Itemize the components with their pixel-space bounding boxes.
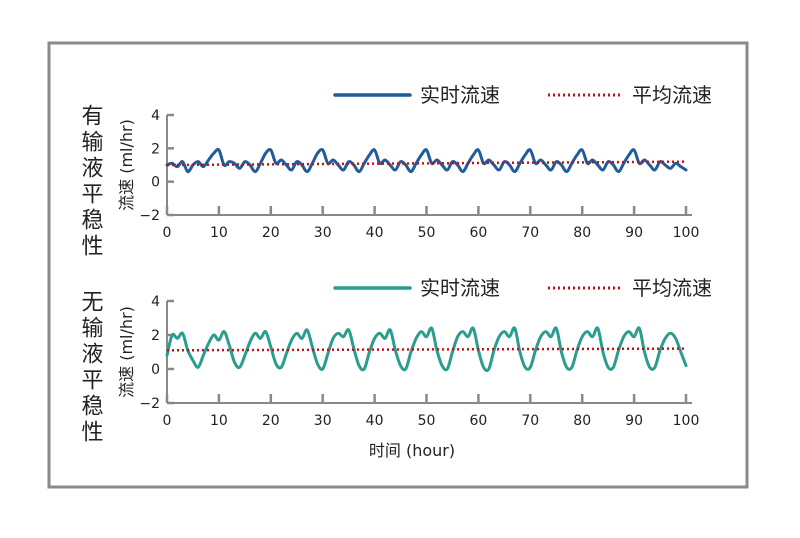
- y-tick-label-top: 2: [151, 141, 160, 157]
- x-tick-label-bottom: 60: [469, 413, 487, 429]
- legend-top: 实时流速 平均流速: [333, 83, 712, 107]
- x-tick-label-bottom: 0: [163, 413, 172, 429]
- y-tick-label-bottom: 0: [151, 362, 160, 378]
- series-realtime-line-bottom: [165, 326, 688, 372]
- x-tick-label-bottom: 80: [573, 413, 591, 429]
- x-tick-label-top: 20: [262, 225, 280, 241]
- panel-bottom: 无输液平稳性 流速 (ml/hr) 实时流速 平均流速 0 10 20 30 40 50 6…: [78, 276, 713, 460]
- legend-bottom: 实时流速 平均流速: [333, 276, 712, 300]
- x-tick-label-bottom: 90: [625, 413, 643, 429]
- x-tick-label-top: 40: [366, 225, 384, 241]
- y-tick-label-top: 0: [151, 175, 160, 191]
- y-tick-label-bottom: −2: [139, 396, 160, 412]
- x-tick-label-top: 90: [625, 225, 643, 241]
- legend-label-average-top: 平均流速: [632, 83, 712, 107]
- plot-area-bottom: [165, 326, 688, 372]
- x-tick-label-top: 70: [521, 225, 539, 241]
- x-tick-label-bottom: 30: [314, 413, 332, 429]
- plot-area-top: [165, 147, 688, 174]
- series-average-line-top: [166, 160, 687, 167]
- x-tick-label-bottom: 100: [673, 413, 700, 429]
- legend-label-realtime-bottom: 实时流速: [420, 276, 500, 300]
- x-tick-label-top: 30: [314, 225, 332, 241]
- x-tick-label-bottom: 70: [521, 413, 539, 429]
- x-tick-label-top: 50: [418, 225, 436, 241]
- panel-top: 有输液平稳性 流速 (ml/hr) 实时流速 平均流速 0 10 20 30 40 50 6…: [78, 83, 713, 260]
- figure-frame: [47, 41, 749, 489]
- y-axis-title-bottom: 流速 (ml/hr): [117, 306, 136, 398]
- x-axis-title: 时间 (hour): [369, 441, 455, 460]
- y-tick-label-bottom: 4: [151, 294, 160, 310]
- y-axis-title-top: 流速 (ml/hr): [117, 119, 136, 211]
- x-tick-label-top: 100: [673, 225, 700, 241]
- x-tick-label-top: 60: [469, 225, 487, 241]
- side-label-top: 有输液平稳性: [78, 104, 104, 260]
- series-average-line-bottom: [166, 347, 687, 352]
- x-tick-label-bottom: 50: [418, 413, 436, 429]
- legend-label-realtime-top: 实时流速: [420, 83, 500, 107]
- x-tick-label-top: 10: [210, 225, 228, 241]
- x-tick-label-bottom: 10: [210, 413, 228, 429]
- legend-label-average-bottom: 平均流速: [632, 276, 712, 300]
- x-tick-label-top: 0: [163, 225, 172, 241]
- y-tick-label-top: 4: [151, 108, 160, 124]
- x-tick-label-top: 80: [573, 225, 591, 241]
- y-tick-label-bottom: 2: [151, 328, 160, 344]
- series-realtime-line-top: [165, 147, 688, 174]
- x-tick-label-bottom: 40: [366, 413, 384, 429]
- side-label-bottom: 无输液平稳性: [78, 290, 104, 446]
- y-tick-label-top: −2: [139, 208, 160, 224]
- x-tick-label-bottom: 20: [262, 413, 280, 429]
